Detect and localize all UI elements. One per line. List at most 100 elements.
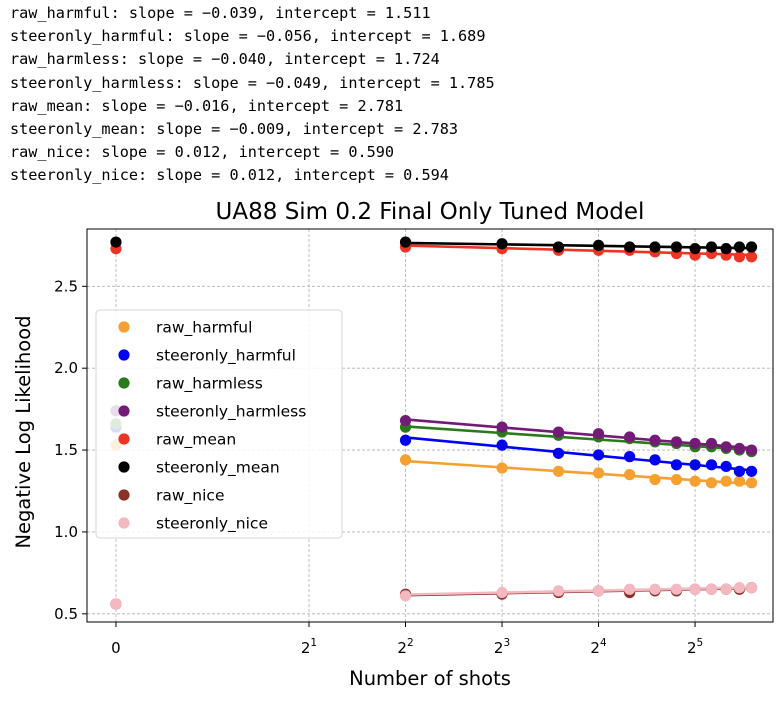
regression-line-steeronly-mean: steeronly_mean: slope = −0.009, intercep… <box>10 120 459 139</box>
point-steeronly_harmful-5 <box>624 451 636 463</box>
point-raw_harmful-8 <box>689 475 701 487</box>
point-steeronly_mean-3 <box>552 241 565 253</box>
point-steeronly_mean-9 <box>705 241 718 253</box>
point-steeronly_mean-6 <box>649 241 661 253</box>
point-steeronly_harmless-12 <box>745 444 758 456</box>
legend-label-steeronly_mean: steeronly_mean <box>156 459 280 478</box>
regression-line-steeronly-harmless: steeronly_harmless: slope = −0.049, inte… <box>10 73 495 92</box>
point-raw_harmful-5 <box>624 469 636 481</box>
point-steeronly_mean-8 <box>689 243 701 255</box>
y-tick-label-1: 1.0 <box>54 523 78 541</box>
point-steeronly_nice-8 <box>689 583 701 595</box>
point-steeronly_mean-2 <box>496 238 508 250</box>
x-tick-label-4: 24 <box>590 637 607 657</box>
point-steeronly_mean-1 <box>399 236 412 248</box>
y-axis-label: Negative Log Likelihood <box>12 315 35 548</box>
point-steeronly_harmless-9 <box>705 437 718 450</box>
point-steeronly_harmful-6 <box>649 454 661 466</box>
point-steeronly_harmless-11 <box>733 442 746 455</box>
x-tick-label-3: 23 <box>494 637 510 657</box>
point-steeronly_harmful-8 <box>689 459 701 471</box>
point-steeronly_harmless-5 <box>624 431 636 443</box>
legend-marker-raw_mean <box>118 433 130 445</box>
regression-line-raw-harmless: raw_harmless: slope = −0.040, intercept … <box>10 50 440 69</box>
point-steeronly_nice-10 <box>720 583 732 595</box>
point-raw_harmful-3 <box>552 465 565 477</box>
legend-marker-raw_harmless <box>118 377 130 389</box>
point-steeronly_harmful-9 <box>705 459 718 471</box>
point-steeronly_harmful-7 <box>670 459 683 471</box>
point-steeronly_harmless-6 <box>649 434 661 446</box>
y-tick-label-3: 2.0 <box>54 359 78 377</box>
legend-label-raw_nice: raw_nice <box>156 487 225 506</box>
point-steeronly_harmless-3 <box>552 426 565 438</box>
point-steeronly_mean-11 <box>733 241 746 253</box>
point-steeronly_nice-12 <box>745 582 758 594</box>
point-steeronly_nice-3 <box>552 585 565 597</box>
legend-label-steeronly_harmless: steeronly_harmless <box>156 403 306 422</box>
regression-line-raw-nice: raw_nice: slope = 0.012, intercept = 0.5… <box>10 143 395 162</box>
point-raw_harmful-12 <box>745 477 758 489</box>
point-steeronly_harmful-12 <box>745 465 758 477</box>
point-raw_harmful-2 <box>496 462 508 474</box>
x-axis-label: Number of shots <box>349 667 511 690</box>
legend-marker-steeronly_mean <box>118 461 130 473</box>
point-steeronly_mean-5 <box>624 241 636 253</box>
regression-line-steeronly-harmful: steeronly_harmful: slope = −0.056, inter… <box>10 27 486 46</box>
data-points <box>110 236 758 610</box>
point-raw_harmful-10 <box>720 475 732 487</box>
legend-label-raw_mean: raw_mean <box>156 431 236 450</box>
point-steeronly_harmful-2 <box>496 439 508 451</box>
legend: raw_harmful steeronly_harmful raw_harmless… <box>95 309 343 539</box>
point-steeronly_mean-10 <box>720 243 732 255</box>
point-steeronly_nice-7 <box>670 583 683 595</box>
legend-marker-steeronly_harmless <box>118 405 130 417</box>
point-steeronly_nice-2 <box>496 586 508 599</box>
legend-label-steeronly_nice: steeronly_nice <box>156 515 268 534</box>
point-raw_harmful-11 <box>733 475 746 487</box>
point-steeronly_harmful-3 <box>552 447 565 459</box>
point-steeronly_harmless-10 <box>720 441 732 453</box>
plot-frame <box>86 228 774 623</box>
point-steeronly_nice-1 <box>399 590 412 602</box>
point-raw_mean-12 <box>745 251 758 263</box>
regression-line-steeronly-nice: steeronly_nice: slope = 0.012, intercept… <box>10 166 449 185</box>
point-steeronly_mean-0 <box>110 236 122 248</box>
point-raw_harmful-1 <box>399 454 412 466</box>
legend-label-raw_harmful: raw_harmful <box>156 319 252 338</box>
y-tick-label-0: 0.5 <box>54 605 78 623</box>
chart-title: UA88 Sim 0.2 Final Only Tuned Model <box>216 199 645 225</box>
point-steeronly_nice-11 <box>733 582 746 594</box>
point-steeronly_harmless-8 <box>689 437 701 450</box>
legend-marker-steeronly_harmful <box>118 349 130 361</box>
x-tick-label-0: 0 <box>111 639 121 657</box>
point-steeronly_harmless-1 <box>399 414 412 427</box>
point-steeronly_harmful-4 <box>592 449 605 461</box>
point-steeronly_mean-12 <box>745 241 758 253</box>
legend-marker-steeronly_nice <box>118 517 130 529</box>
point-steeronly_nice-9 <box>705 583 718 595</box>
point-steeronly_nice-5 <box>624 583 636 595</box>
point-steeronly_harmless-4 <box>592 428 605 440</box>
x-tick-label-1: 21 <box>301 637 317 657</box>
point-steeronly_harmless-7 <box>670 436 683 448</box>
point-steeronly_harmless-2 <box>496 421 508 433</box>
point-steeronly_nice-6 <box>649 583 661 595</box>
point-steeronly_harmful-10 <box>720 460 732 473</box>
legend-marker-raw_nice <box>118 489 130 501</box>
point-raw_harmful-4 <box>592 467 605 479</box>
y-axis-ticks: 0.5 1.0 1.5 2.0 2.5 <box>54 277 87 623</box>
point-steeronly_harmful-11 <box>733 465 746 477</box>
point-raw_harmful-7 <box>670 473 683 486</box>
point-steeronly_mean-4 <box>592 239 605 251</box>
legend-label-steeronly_harmful: steeronly_harmful <box>156 347 296 366</box>
point-raw_mean-11 <box>733 251 746 263</box>
y-tick-label-2: 1.5 <box>54 441 78 459</box>
point-steeronly_nice-4 <box>592 585 605 597</box>
point-raw_harmful-6 <box>649 473 661 486</box>
legend-box <box>95 309 343 539</box>
point-steeronly_mean-7 <box>670 241 683 253</box>
x-axis-ticks: 0 21 22 23 24 25 <box>111 622 703 657</box>
legend-marker-raw_harmful <box>118 321 130 333</box>
